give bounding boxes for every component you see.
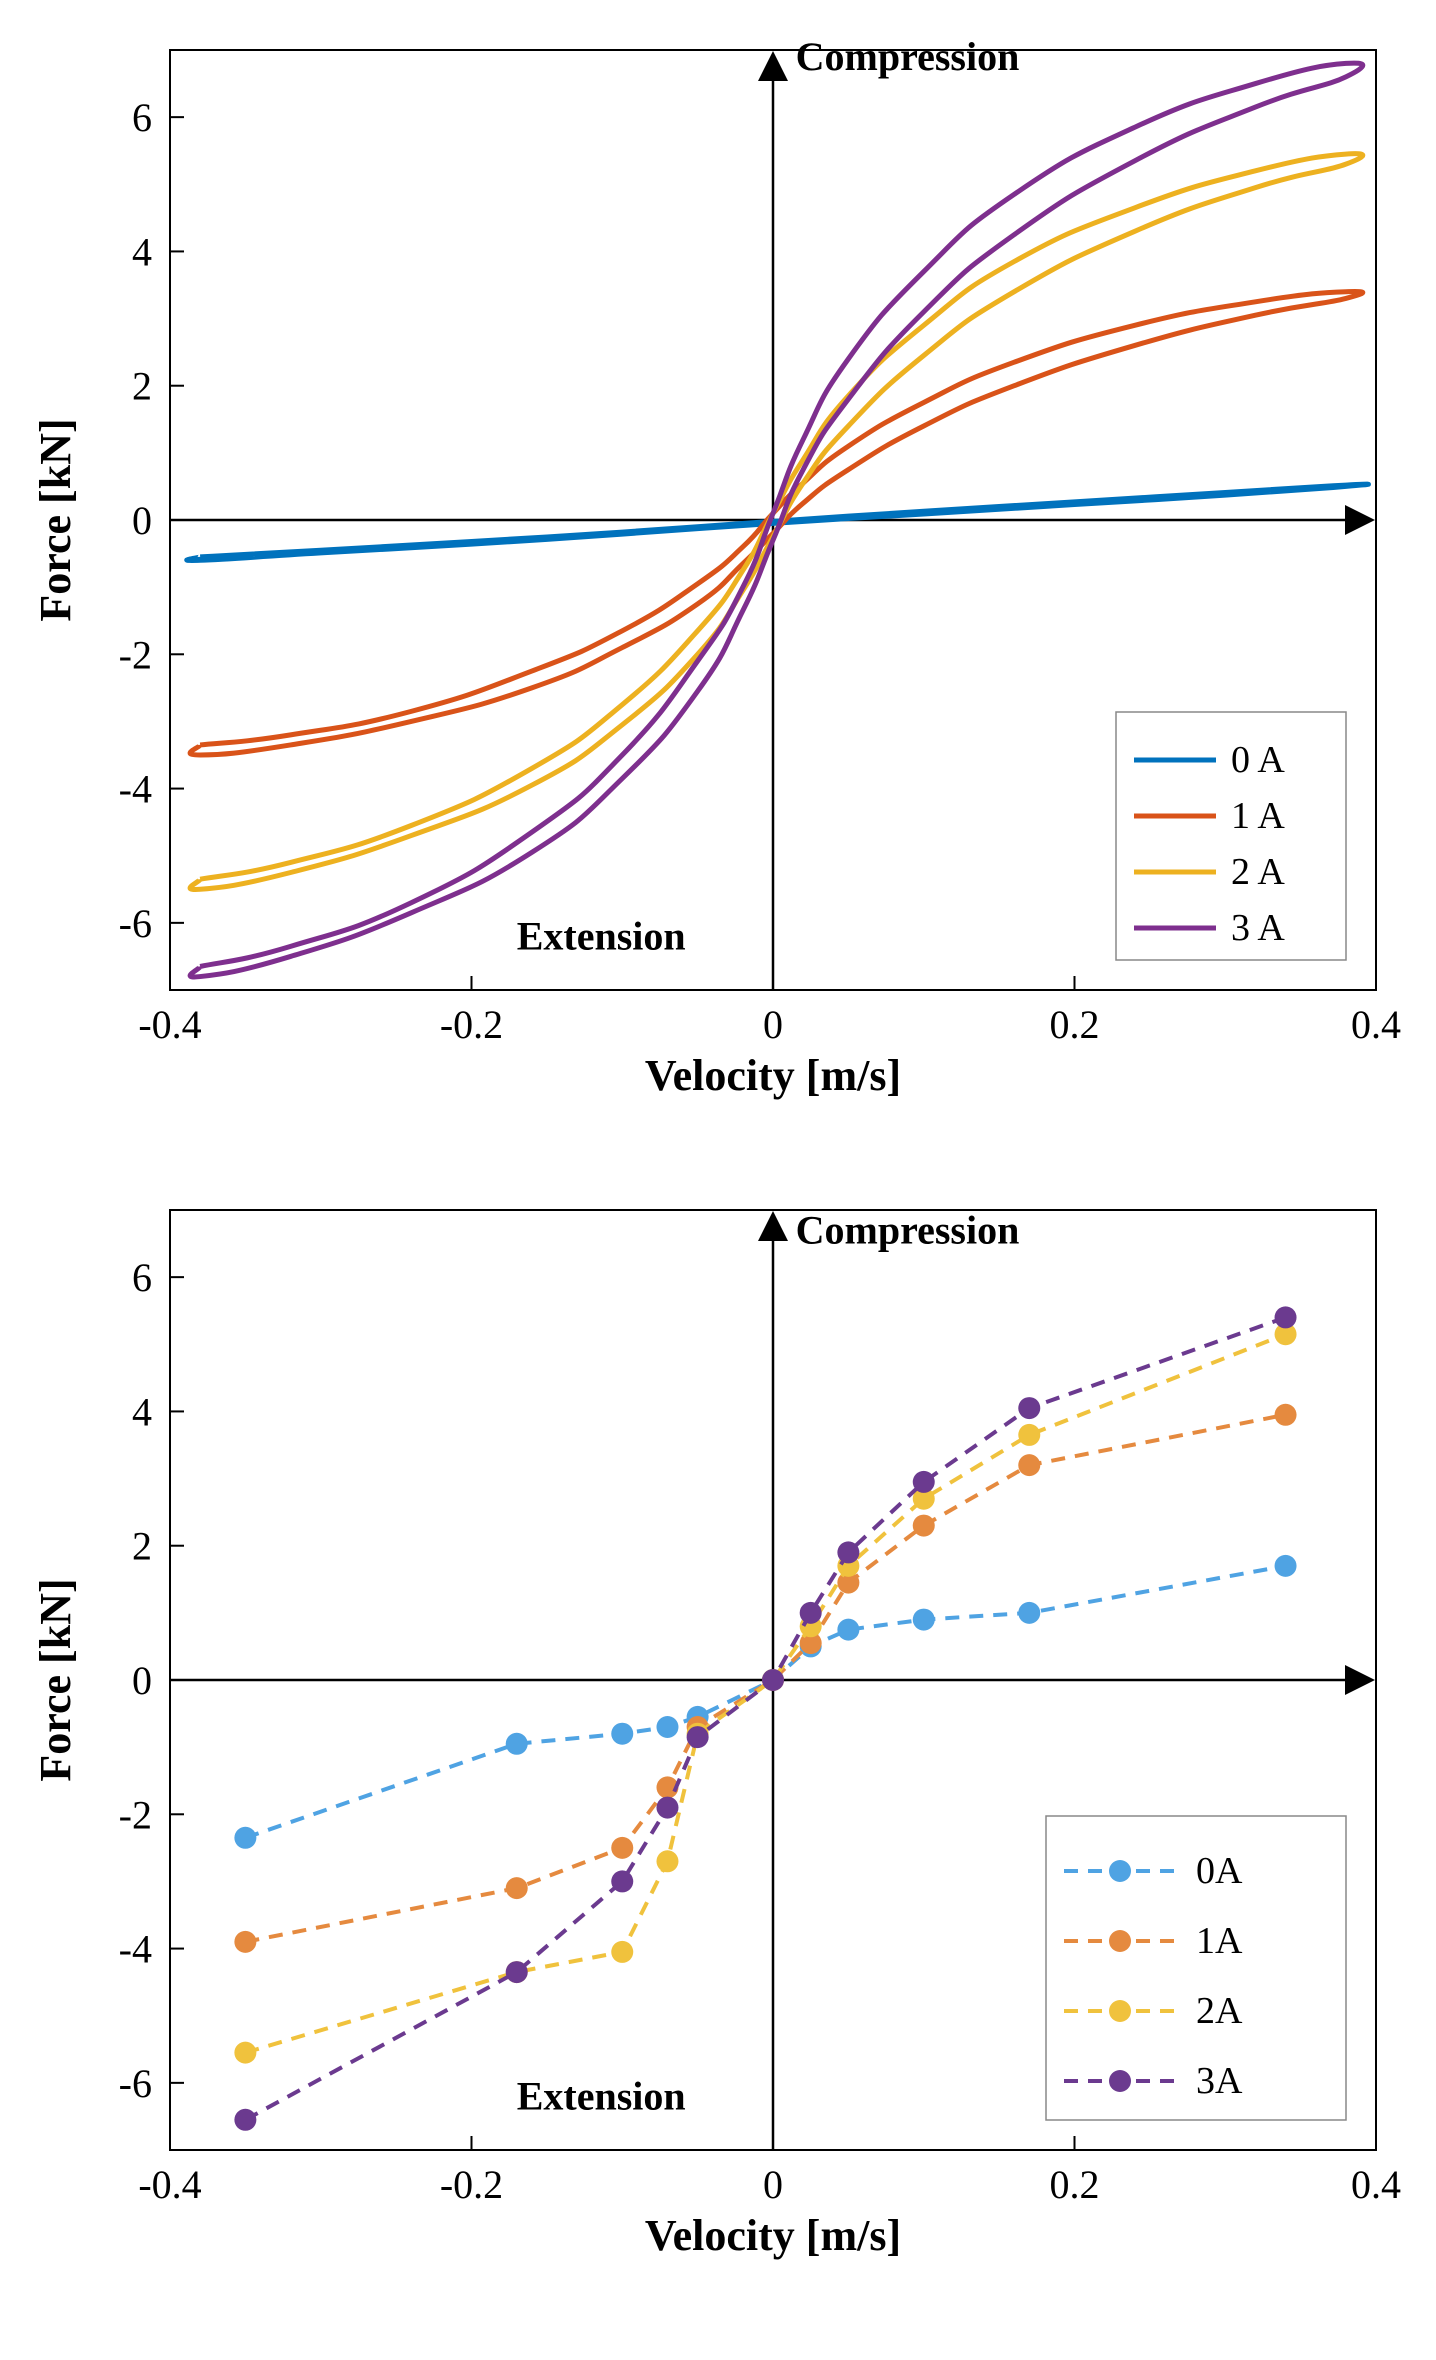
x-tick-label: 0.4 [1351, 2162, 1401, 2207]
y-tick-label: -6 [119, 2061, 152, 2106]
x-axis-label: Velocity [m/s] [645, 2211, 901, 2260]
legend-label: 1 A [1231, 795, 1285, 837]
data-marker [656, 1850, 678, 1872]
data-marker [837, 1619, 859, 1641]
x-tick-label: -0.2 [440, 1002, 503, 1047]
data-marker [234, 1931, 256, 1953]
data-marker [234, 2042, 256, 2064]
y-axis-label: Force [kN] [31, 1578, 80, 1781]
data-marker [611, 1837, 633, 1859]
data-marker [656, 1797, 678, 1819]
data-marker [1018, 1424, 1040, 1446]
y-tick-label: 2 [132, 364, 152, 409]
panel-bottom-force-velocity-points: -0.4 -0.2 0 0.2 0.4 -6 -4 -2 0 2 4 6 Velocity [m/s] F… [20, 1180, 1416, 2280]
data-marker [913, 1471, 935, 1493]
y-tick-label: 4 [132, 229, 152, 274]
y-tick-label: -2 [119, 1792, 152, 1837]
data-marker [762, 1669, 784, 1691]
x-tick-label: 0 [763, 2162, 783, 2207]
legend-label: 0A [1196, 1850, 1243, 1892]
series-line [245, 1566, 1285, 1838]
data-marker [687, 1726, 709, 1748]
y-tick-label: -4 [119, 1927, 152, 1972]
data-marker [1275, 1404, 1297, 1426]
chart-svg: -0.4 -0.2 0 0.2 0.4 -6 -4 -2 0 2 4 6 Velocity [m/s] F… [20, 20, 1416, 1120]
panel-top-force-velocity-hysteresis: -0.4 -0.2 0 0.2 0.4 -6 -4 -2 0 2 4 6 Velocity [m/s] F… [20, 20, 1416, 1120]
data-marker [837, 1541, 859, 1563]
data-marker [506, 1733, 528, 1755]
data-marker [506, 1961, 528, 1983]
y-tick-label: -2 [119, 632, 152, 677]
legend-label: 0 A [1231, 739, 1285, 781]
figure: -0.4 -0.2 0 0.2 0.4 -6 -4 -2 0 2 4 6 Velocity [m/s] F… [20, 20, 1416, 2280]
x-tick-label: 0.2 [1050, 1002, 1100, 1047]
extension-label: Extension [517, 2074, 686, 2119]
y-tick-label: 6 [132, 95, 152, 140]
x-tick-label: 0.2 [1050, 2162, 1100, 2207]
data-marker [611, 1723, 633, 1745]
data-marker [1275, 1306, 1297, 1328]
data-marker [800, 1602, 822, 1624]
data-marker [506, 1877, 528, 1899]
x-tick-label: -0.2 [440, 2162, 503, 2207]
y-tick-label: 2 [132, 1524, 152, 1569]
legend-label: 2 A [1231, 851, 1285, 893]
legend-marker [1109, 2070, 1131, 2092]
data-marker [611, 1870, 633, 1892]
data-marker [1018, 1602, 1040, 1624]
x-axis-label: Velocity [m/s] [645, 1051, 901, 1100]
data-marker [234, 1827, 256, 1849]
chart-svg: -0.4 -0.2 0 0.2 0.4 -6 -4 -2 0 2 4 6 Velocity [m/s] F… [20, 1180, 1416, 2280]
y-tick-label: 0 [132, 498, 152, 543]
y-tick-label: -4 [119, 767, 152, 812]
compression-label: Compression [796, 34, 1020, 79]
data-marker [656, 1716, 678, 1738]
x-tick-label: 0 [763, 1002, 783, 1047]
data-marker [1275, 1555, 1297, 1577]
legend-marker [1109, 1930, 1131, 1952]
y-axis-label: Force [kN] [31, 418, 80, 621]
legend-label: 1A [1196, 1920, 1243, 1962]
x-tick-label: 0.4 [1351, 1002, 1401, 1047]
data-marker [913, 1609, 935, 1631]
data-marker [913, 1515, 935, 1537]
data-marker [611, 1941, 633, 1963]
data-marker [234, 2109, 256, 2131]
data-marker [1018, 1454, 1040, 1476]
extension-label: Extension [517, 914, 686, 959]
legend-marker [1109, 2000, 1131, 2022]
x-tick-label: -0.4 [138, 2162, 201, 2207]
y-tick-label: 6 [132, 1255, 152, 1300]
data-marker [1018, 1397, 1040, 1419]
y-tick-label: 4 [132, 1389, 152, 1434]
compression-label: Compression [796, 1208, 1020, 1253]
legend-label: 2A [1196, 1990, 1243, 2032]
y-tick-label: -6 [119, 901, 152, 946]
legend-marker [1109, 1860, 1131, 1882]
x-tick-label: -0.4 [138, 1002, 201, 1047]
legend-label: 3A [1196, 2060, 1243, 2102]
y-tick-label: 0 [132, 1658, 152, 1703]
legend-label: 3 A [1231, 907, 1285, 949]
